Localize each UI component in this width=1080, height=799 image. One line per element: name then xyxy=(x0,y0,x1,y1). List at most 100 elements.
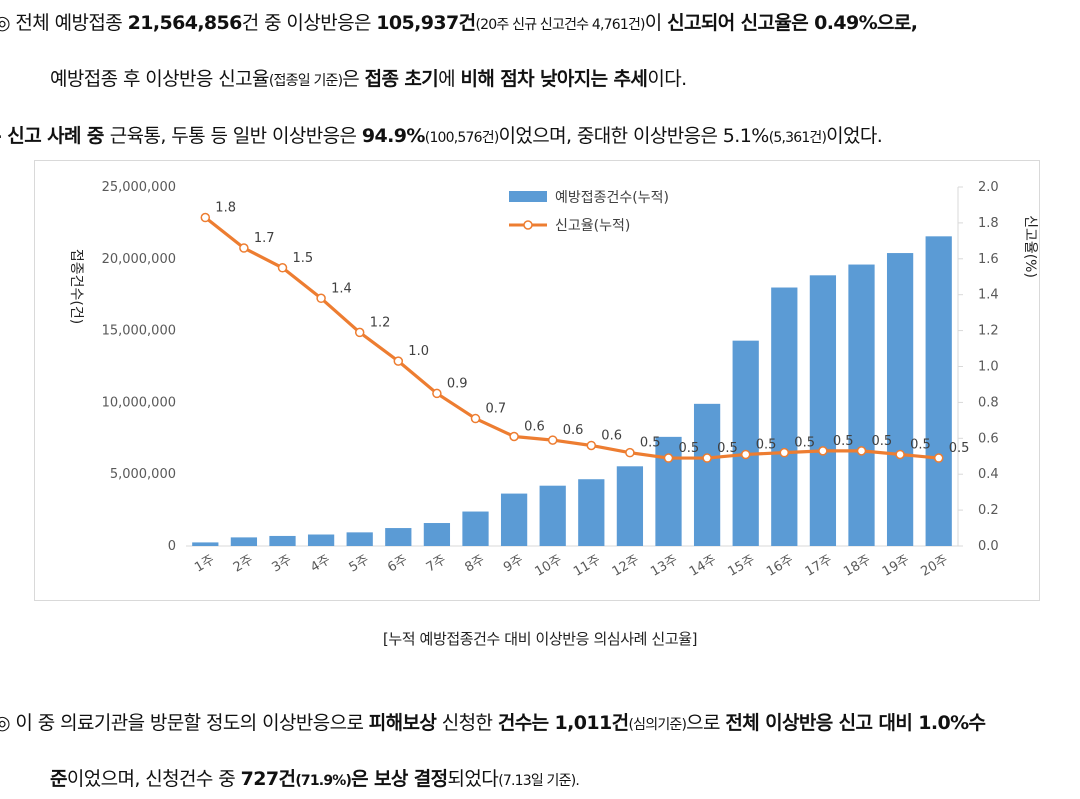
rate-point xyxy=(547,435,558,445)
x-axis-tick-label: 3주 xyxy=(269,552,294,575)
rate-data-label: 0.7 xyxy=(486,402,507,417)
rate-data-label: 0.5 xyxy=(756,437,777,452)
x-axis-tick-label: 20주 xyxy=(919,552,951,579)
x-axis-tick-label: 16주 xyxy=(764,552,796,579)
right-axis-tick-label: 1.6 xyxy=(978,252,999,267)
bar xyxy=(346,532,373,546)
bar xyxy=(771,287,798,546)
rate-data-label: 1.4 xyxy=(331,281,352,296)
bar xyxy=(230,537,258,546)
vaccination-chart: 0 5,000,000 10,000,000 15,000,000 20,000,000… xyxy=(68,180,1038,580)
legend-bar-swatch xyxy=(509,191,547,202)
left-axis-tick-label: 15,000,000 xyxy=(102,324,176,339)
bar xyxy=(307,534,335,546)
x-axis-tick-label: 12주 xyxy=(610,552,642,579)
rate-data-label: 1.5 xyxy=(293,251,314,266)
rate-point xyxy=(625,447,635,458)
rate-data-label: 0.5 xyxy=(949,441,970,456)
x-axis-tick-label: 18주 xyxy=(841,552,873,579)
right-axis-tick-label: 1.8 xyxy=(978,216,999,231)
rate-point xyxy=(895,449,905,460)
rate-data-label: 1.2 xyxy=(370,315,391,330)
right-axis-tick-label: 2.0 xyxy=(978,180,999,195)
left-axis-tick-label: 0 xyxy=(168,539,176,554)
rate-data-label: 0.5 xyxy=(679,441,700,456)
legend-bar-label: 예방접종건수(누적) xyxy=(555,190,669,206)
rate-data-label: 0.5 xyxy=(872,434,893,449)
rate-data-label: 1.7 xyxy=(254,231,275,246)
x-axis-tick-label: 17주 xyxy=(803,552,835,579)
chart-caption: [누적 예방접종건수 대비 이상반응 의심사례 신고율] xyxy=(382,630,698,648)
left-axis-tick-label: 20,000,000 xyxy=(102,252,176,267)
x-axis-tick-label: 4주 xyxy=(308,552,333,575)
x-axis-tick-label: 14주 xyxy=(687,552,719,579)
bar xyxy=(423,523,451,546)
rate-data-label: 0.5 xyxy=(833,434,854,449)
x-axis-tick-label: 10주 xyxy=(533,552,565,579)
x-axis-tick-label: 15주 xyxy=(726,552,758,579)
rate-point xyxy=(856,446,867,456)
left-axis-title: 접종건수(건) xyxy=(68,249,84,324)
right-axis-tick-label: 0.0 xyxy=(978,539,999,554)
rate-point xyxy=(663,453,674,463)
legend-line-label: 신고율(누적) xyxy=(555,218,630,234)
rate-data-label: 1.8 xyxy=(215,201,236,216)
rate-data-label: 0.5 xyxy=(640,436,661,451)
x-axis-tick-label: 1주 xyxy=(192,552,217,575)
legend-line-marker xyxy=(523,220,533,230)
bar xyxy=(500,493,528,546)
x-axis-tick-label: 2주 xyxy=(231,552,256,575)
right-axis-tick-label: 1.2 xyxy=(978,324,999,339)
bar xyxy=(269,535,296,546)
x-axis-tick-label: 11주 xyxy=(571,552,603,579)
text-line-5: 준이었으며, 신청건수 중 727건(71.9%)은 보상 결정되었다(7.13… xyxy=(50,768,580,790)
bar xyxy=(809,275,837,546)
bar xyxy=(925,236,952,546)
right-axis-title: 신고율(%) xyxy=(1022,215,1038,278)
rate-point xyxy=(818,446,828,456)
text-line-1: ◎ 전체 예방접종 21,564,856건 중 이상반응은 105,937건(2… xyxy=(0,12,918,34)
x-axis-tick-label: 6주 xyxy=(385,552,410,575)
bar xyxy=(848,264,875,546)
x-axis-tick-label: 13주 xyxy=(648,552,680,579)
right-axis-tick-label: 0.2 xyxy=(978,503,999,518)
rate-data-label: 0.5 xyxy=(717,441,738,456)
rate-data-label: 0.5 xyxy=(910,437,931,452)
bar xyxy=(192,542,219,546)
rate-point xyxy=(509,431,519,442)
rate-line xyxy=(204,216,939,460)
rate-data-label: 1.0 xyxy=(408,344,429,359)
x-axis-tick-label: 5주 xyxy=(347,552,372,575)
bar xyxy=(693,403,721,546)
x-axis-tick-label: 9주 xyxy=(501,552,526,575)
bar xyxy=(385,528,412,546)
text-line-3: - 신고 사례 중 근육통, 두통 등 일반 이상반응은 94.9%(100,5… xyxy=(0,125,883,147)
right-axis-tick-label: 0.4 xyxy=(978,467,999,482)
rate-point xyxy=(702,453,712,463)
rate-point xyxy=(239,243,249,253)
rate-point xyxy=(393,356,404,366)
x-axis-tick-label: 7주 xyxy=(424,552,449,575)
right-axis-tick-label: 0.8 xyxy=(978,395,999,410)
rate-data-label: 0.6 xyxy=(601,428,622,443)
x-axis-tick-label: 19주 xyxy=(880,552,912,579)
left-axis-tick-label: 25,000,000 xyxy=(102,180,176,195)
rate-point xyxy=(354,327,365,338)
x-axis-tick-label: 8주 xyxy=(462,552,487,575)
right-axis-tick-label: 0.6 xyxy=(978,431,999,446)
right-axis-tick-label: 1.4 xyxy=(978,288,999,303)
text-line-4: ◎ 이 중 의료기관을 방문할 정도의 이상반응으로 피해보상 신청한 건수는 … xyxy=(0,712,986,734)
bar xyxy=(732,340,759,546)
bar xyxy=(886,253,914,546)
rate-data-label: 0.9 xyxy=(447,376,468,391)
rate-point xyxy=(277,263,288,273)
rate-data-label: 0.6 xyxy=(563,423,584,438)
rate-data-label: 0.5 xyxy=(794,436,815,451)
left-axis-tick-label: 5,000,000 xyxy=(110,467,176,482)
rate-point xyxy=(432,388,442,399)
rate-point xyxy=(316,293,326,304)
rate-point xyxy=(470,413,481,424)
rate-data-label: 0.6 xyxy=(524,420,545,435)
bar xyxy=(616,466,644,546)
rate-point xyxy=(779,447,790,458)
